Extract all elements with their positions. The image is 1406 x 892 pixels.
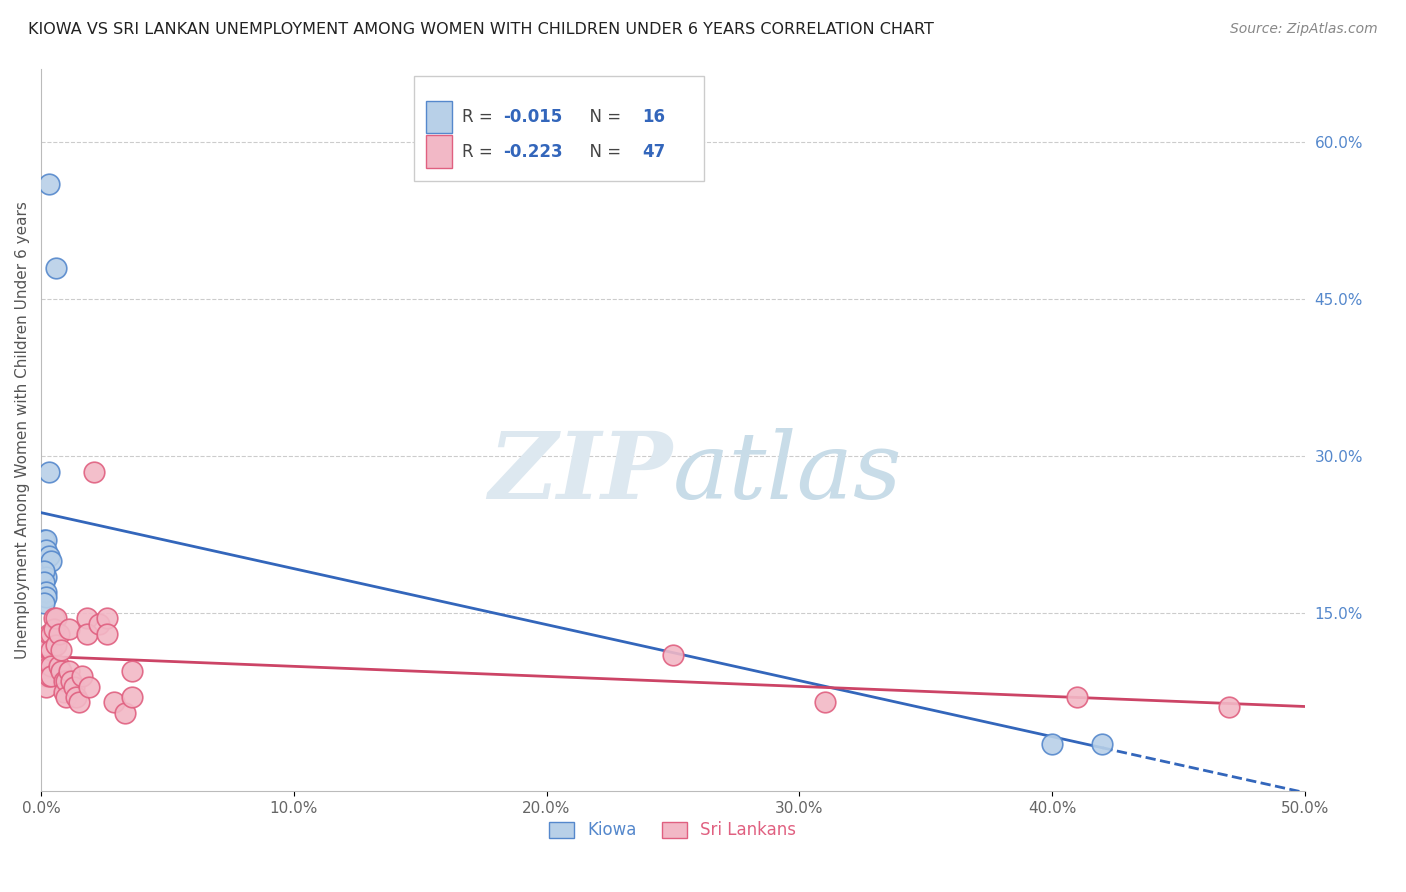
Point [39,627,62,641]
FancyBboxPatch shape [426,136,451,168]
Point [76,611,98,625]
Point [1066,690,1088,704]
Point [38,669,60,683]
Text: 16: 16 [643,108,665,126]
Point [48,658,70,673]
Point [51,643,73,657]
Legend: Kiowa, Sri Lankans: Kiowa, Sri Lankans [544,816,801,845]
Text: Source: ZipAtlas.com: Source: ZipAtlas.com [1230,22,1378,37]
Point [38,627,60,641]
Point [65,690,87,704]
Point [35,669,58,683]
Point [67,695,90,709]
Text: -0.015: -0.015 [503,108,562,126]
Point [55,690,77,704]
Point [42,622,65,636]
Point [35,585,58,599]
Text: 47: 47 [643,143,666,161]
Point [662,648,685,662]
Point [38,549,60,563]
Text: atlas: atlas [673,428,903,518]
Point [35,543,58,558]
Point [83,465,105,479]
Text: R =: R = [463,108,498,126]
Point [45,638,67,652]
Point [121,690,143,704]
Point [45,611,67,625]
Point [35,680,58,694]
Point [58,622,80,636]
Point [38,465,60,479]
Point [1040,737,1063,751]
FancyBboxPatch shape [413,76,704,180]
FancyBboxPatch shape [426,101,451,133]
Point [32,533,55,547]
Point [42,611,65,625]
Text: KIOWA VS SRI LANKAN UNEMPLOYMENT AMONG WOMEN WITH CHILDREN UNDER 6 YEARS CORRELA: KIOWA VS SRI LANKAN UNEMPLOYMENT AMONG W… [28,22,934,37]
Point [1091,737,1114,751]
Point [38,658,60,673]
Point [35,638,58,652]
Text: ZIP: ZIP [489,428,673,518]
Point [60,674,83,689]
Point [1218,700,1240,714]
Point [55,674,77,689]
Point [39,554,62,568]
Point [114,706,136,720]
Point [39,669,62,683]
Point [38,177,60,191]
Point [58,664,80,678]
Y-axis label: Unemployment Among Women with Children Under 6 years: Unemployment Among Women with Children U… [15,201,30,659]
Point [48,627,70,641]
Point [35,591,58,605]
Text: -0.223: -0.223 [503,143,564,161]
Point [96,627,118,641]
Text: N =: N = [579,143,627,161]
Point [35,533,58,547]
Point [52,685,75,699]
Point [52,674,75,689]
Point [96,611,118,625]
Point [51,664,73,678]
Point [76,627,98,641]
Point [39,658,62,673]
Point [89,616,111,631]
Point [32,638,55,652]
Text: N =: N = [579,108,627,126]
Point [35,569,58,583]
Point [35,658,58,673]
Point [32,658,55,673]
Point [103,695,125,709]
Point [63,680,86,694]
Point [77,680,100,694]
Point [121,664,143,678]
Point [32,564,55,578]
Point [813,695,835,709]
Text: R =: R = [463,143,498,161]
Point [45,260,67,275]
Point [70,669,93,683]
Point [32,596,55,610]
Point [32,574,55,589]
Point [39,643,62,657]
